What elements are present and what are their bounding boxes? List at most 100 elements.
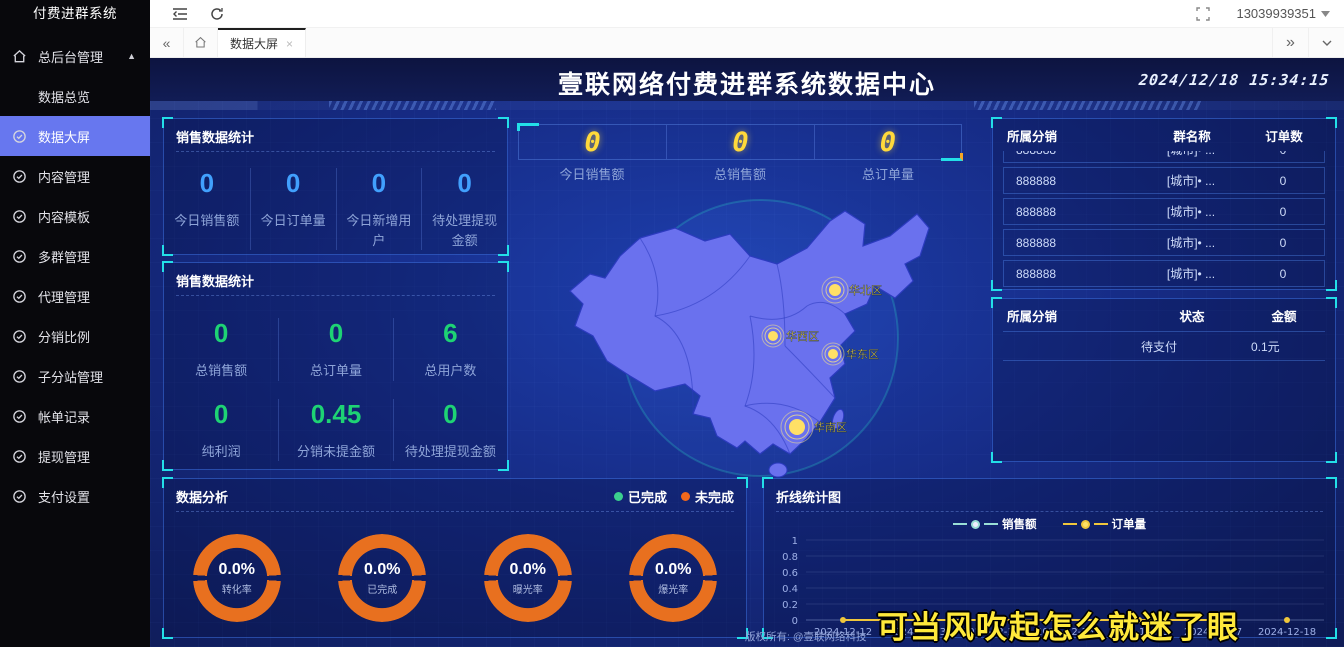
line-chart[interactable]: 0 0.2 0.4 0.6 0.8 1 2024-12-12 2024-12-1…	[764, 532, 1335, 640]
sidebar-item-content-template[interactable]: 内容模板	[0, 196, 150, 236]
sidebar-item-content-mgmt[interactable]: 内容管理	[0, 156, 150, 196]
gauge-completed[interactable]: 0.0% 已完成	[338, 534, 427, 622]
table-row: 待支付 0.1元	[1003, 331, 1325, 361]
tab-data-screen[interactable]: 数据大屏 ×	[218, 28, 307, 57]
stat-label: 纯利润	[201, 443, 241, 459]
gauge-row: 0.0% 转化率 0.0% 已完成 0.0% 曝光率 0.0% 爆光率	[164, 534, 746, 622]
china-outline	[569, 210, 930, 455]
sidebar-item-payment-settings[interactable]: 支付设置	[0, 476, 150, 516]
stat-label: 待处理提现金额	[404, 443, 496, 459]
svg-text:2024-12-12: 2024-12-12	[814, 627, 872, 638]
table-row: 888888[城市]• ...0	[1003, 151, 1325, 163]
region-marker-south[interactable]: 华南区	[780, 410, 847, 444]
gauge-exposure-2[interactable]: 0.0% 爆光率	[629, 534, 718, 622]
svg-text:1: 1	[792, 536, 798, 547]
toolbar-row: 13039939351	[150, 0, 1344, 28]
panel-analysis: 数据分析 已完成 未完成 0.0% 转化率 0.0% 已完成 0.0% 曝光率 0.0…	[162, 477, 748, 639]
shield-check-icon	[12, 289, 27, 304]
sidebar-group-admin[interactable]: 总后台管理 ▲	[0, 36, 150, 76]
chevron-up-icon[interactable]: ▲	[127, 51, 136, 61]
home-icon	[12, 49, 27, 64]
home-tab-icon[interactable]	[184, 28, 218, 57]
sidebar-item-label: 子分站管理	[38, 369, 104, 385]
svg-text:2024-12-15: 2024-12-15	[1036, 627, 1094, 638]
orders-series-points	[840, 617, 1290, 623]
sidebar-item-billing[interactable]: 帐单记录	[0, 396, 150, 436]
tabs-dropdown-icon[interactable]	[1308, 28, 1344, 57]
stat-value: 0	[213, 398, 229, 429]
sidebar-item-label: 数据总览	[38, 89, 91, 105]
stat-value: 0.45	[310, 398, 362, 429]
table-row: 888888[城市]• ...0	[1003, 198, 1325, 225]
svg-text:华北区: 华北区	[849, 283, 882, 297]
sidebar-item-label: 数据大屏	[38, 129, 91, 145]
sidebar-item-label: 内容管理	[38, 169, 91, 185]
sidebar-item-agent-mgmt[interactable]: 代理管理	[0, 276, 150, 316]
account-menu[interactable]: 13039939351	[1236, 6, 1330, 21]
stat-value: 0	[328, 318, 344, 348]
header-decoration	[150, 101, 1344, 110]
shield-check-icon	[12, 329, 27, 344]
svg-text:2024-12-14: 2024-12-14	[962, 627, 1020, 638]
collapse-sidebar-icon[interactable]	[172, 7, 188, 21]
refresh-icon[interactable]	[210, 7, 224, 21]
svg-text:0.6: 0.6	[782, 568, 798, 579]
stat-label: 今日订单量	[260, 213, 326, 228]
shield-check-icon	[12, 209, 27, 224]
panel-total-stats: 销售数据统计 0 总销售额 0 总订单量 6 总用户数 0 纯利润 0.45 分销未提金额…	[162, 261, 509, 471]
shield-check-icon	[12, 249, 27, 264]
sidebar-item-label: 多群管理	[38, 249, 91, 265]
hainan-island	[768, 462, 788, 478]
stat-value: 0	[443, 398, 458, 429]
svg-text:华南区: 华南区	[814, 420, 847, 434]
sidebar-item-distribution-ratio[interactable]: 分销比例	[0, 316, 150, 356]
panel-title: 折线统计图	[776, 490, 842, 505]
svg-text:0: 0	[792, 616, 798, 627]
svg-text:2024-12-16: 2024-12-16	[1110, 627, 1168, 638]
topbar: 13039939351 « 数据大屏 × »	[150, 0, 1344, 58]
close-icon[interactable]: ×	[286, 36, 294, 51]
region-marker-west[interactable]: 华西区	[761, 324, 819, 348]
tabs-back-icon[interactable]: «	[150, 28, 184, 57]
sidebar-item-withdraw[interactable]: 提现管理	[0, 436, 150, 476]
counter-labels: 今日销售额 总销售额 总订单量	[559, 167, 914, 182]
data-screen: 壹联网络付费进群系统数据中心 2024/12/18 15:34:15	[150, 58, 1344, 647]
region-marker-east[interactable]: 华东区	[821, 342, 879, 366]
svg-text:华东区: 华东区	[846, 347, 879, 361]
subtitle-overlay: 可当风吹起怎么就迷了眼	[877, 610, 1240, 645]
chevron-down-icon	[1321, 10, 1330, 17]
sidebar-item-multi-group[interactable]: 多群管理	[0, 236, 150, 276]
tabs-forward-icon[interactable]: »	[1272, 28, 1308, 57]
svg-text:0.4: 0.4	[782, 584, 798, 595]
legend-dot-sales	[971, 519, 980, 529]
sidebar-item-label: 代理管理	[38, 289, 91, 305]
table-row: 888888[城市]• ...0	[1003, 167, 1325, 194]
counter-value: 0	[879, 126, 896, 158]
fullscreen-icon[interactable]	[1196, 6, 1211, 21]
legend-orders[interactable]: 订单量	[1062, 516, 1146, 532]
china-map: 华北区 华西区 华东区 华南区	[545, 186, 985, 491]
shield-check-icon	[12, 169, 27, 184]
stat-value: 0	[199, 168, 215, 198]
panel-today-stats: 销售数据统计 0 今日销售额 0 今日订单量 0 今日新增用户 0 待处理提现金额	[162, 117, 509, 256]
panel-title: 销售数据统计	[176, 274, 255, 289]
table-body[interactable]: 888888 [城市]• ... 0 888888 [城市]• ... 0 888888…	[993, 151, 1335, 287]
stat-value: 6	[443, 318, 458, 348]
app-title: 付费进群系统	[33, 6, 117, 21]
sidebar-item-data-overview[interactable]: 数据总览	[0, 76, 150, 116]
gauge-exposure-1[interactable]: 0.0% 曝光率	[483, 534, 572, 622]
sidebar-item-data-screen[interactable]: 数据大屏	[0, 116, 150, 156]
counter-box: 0 0 0	[517, 123, 963, 161]
region-marker-north[interactable]: 华北区	[821, 276, 882, 304]
panel-title: 销售数据统计	[176, 130, 255, 145]
stat-label: 总订单量	[309, 363, 362, 378]
panel-title: 数据分析	[176, 490, 229, 505]
svg-text:2024-12-17: 2024-12-17	[1184, 627, 1242, 638]
stat-label: 分销未提金额	[296, 443, 375, 459]
tab-label: 数据大屏	[230, 37, 279, 51]
legend-sales[interactable]: 销售额	[953, 516, 1037, 532]
shield-check-icon	[12, 409, 27, 424]
sidebar-item-substation[interactable]: 子分站管理	[0, 356, 150, 396]
gauge-conversion[interactable]: 0.0% 转化率	[192, 534, 281, 622]
